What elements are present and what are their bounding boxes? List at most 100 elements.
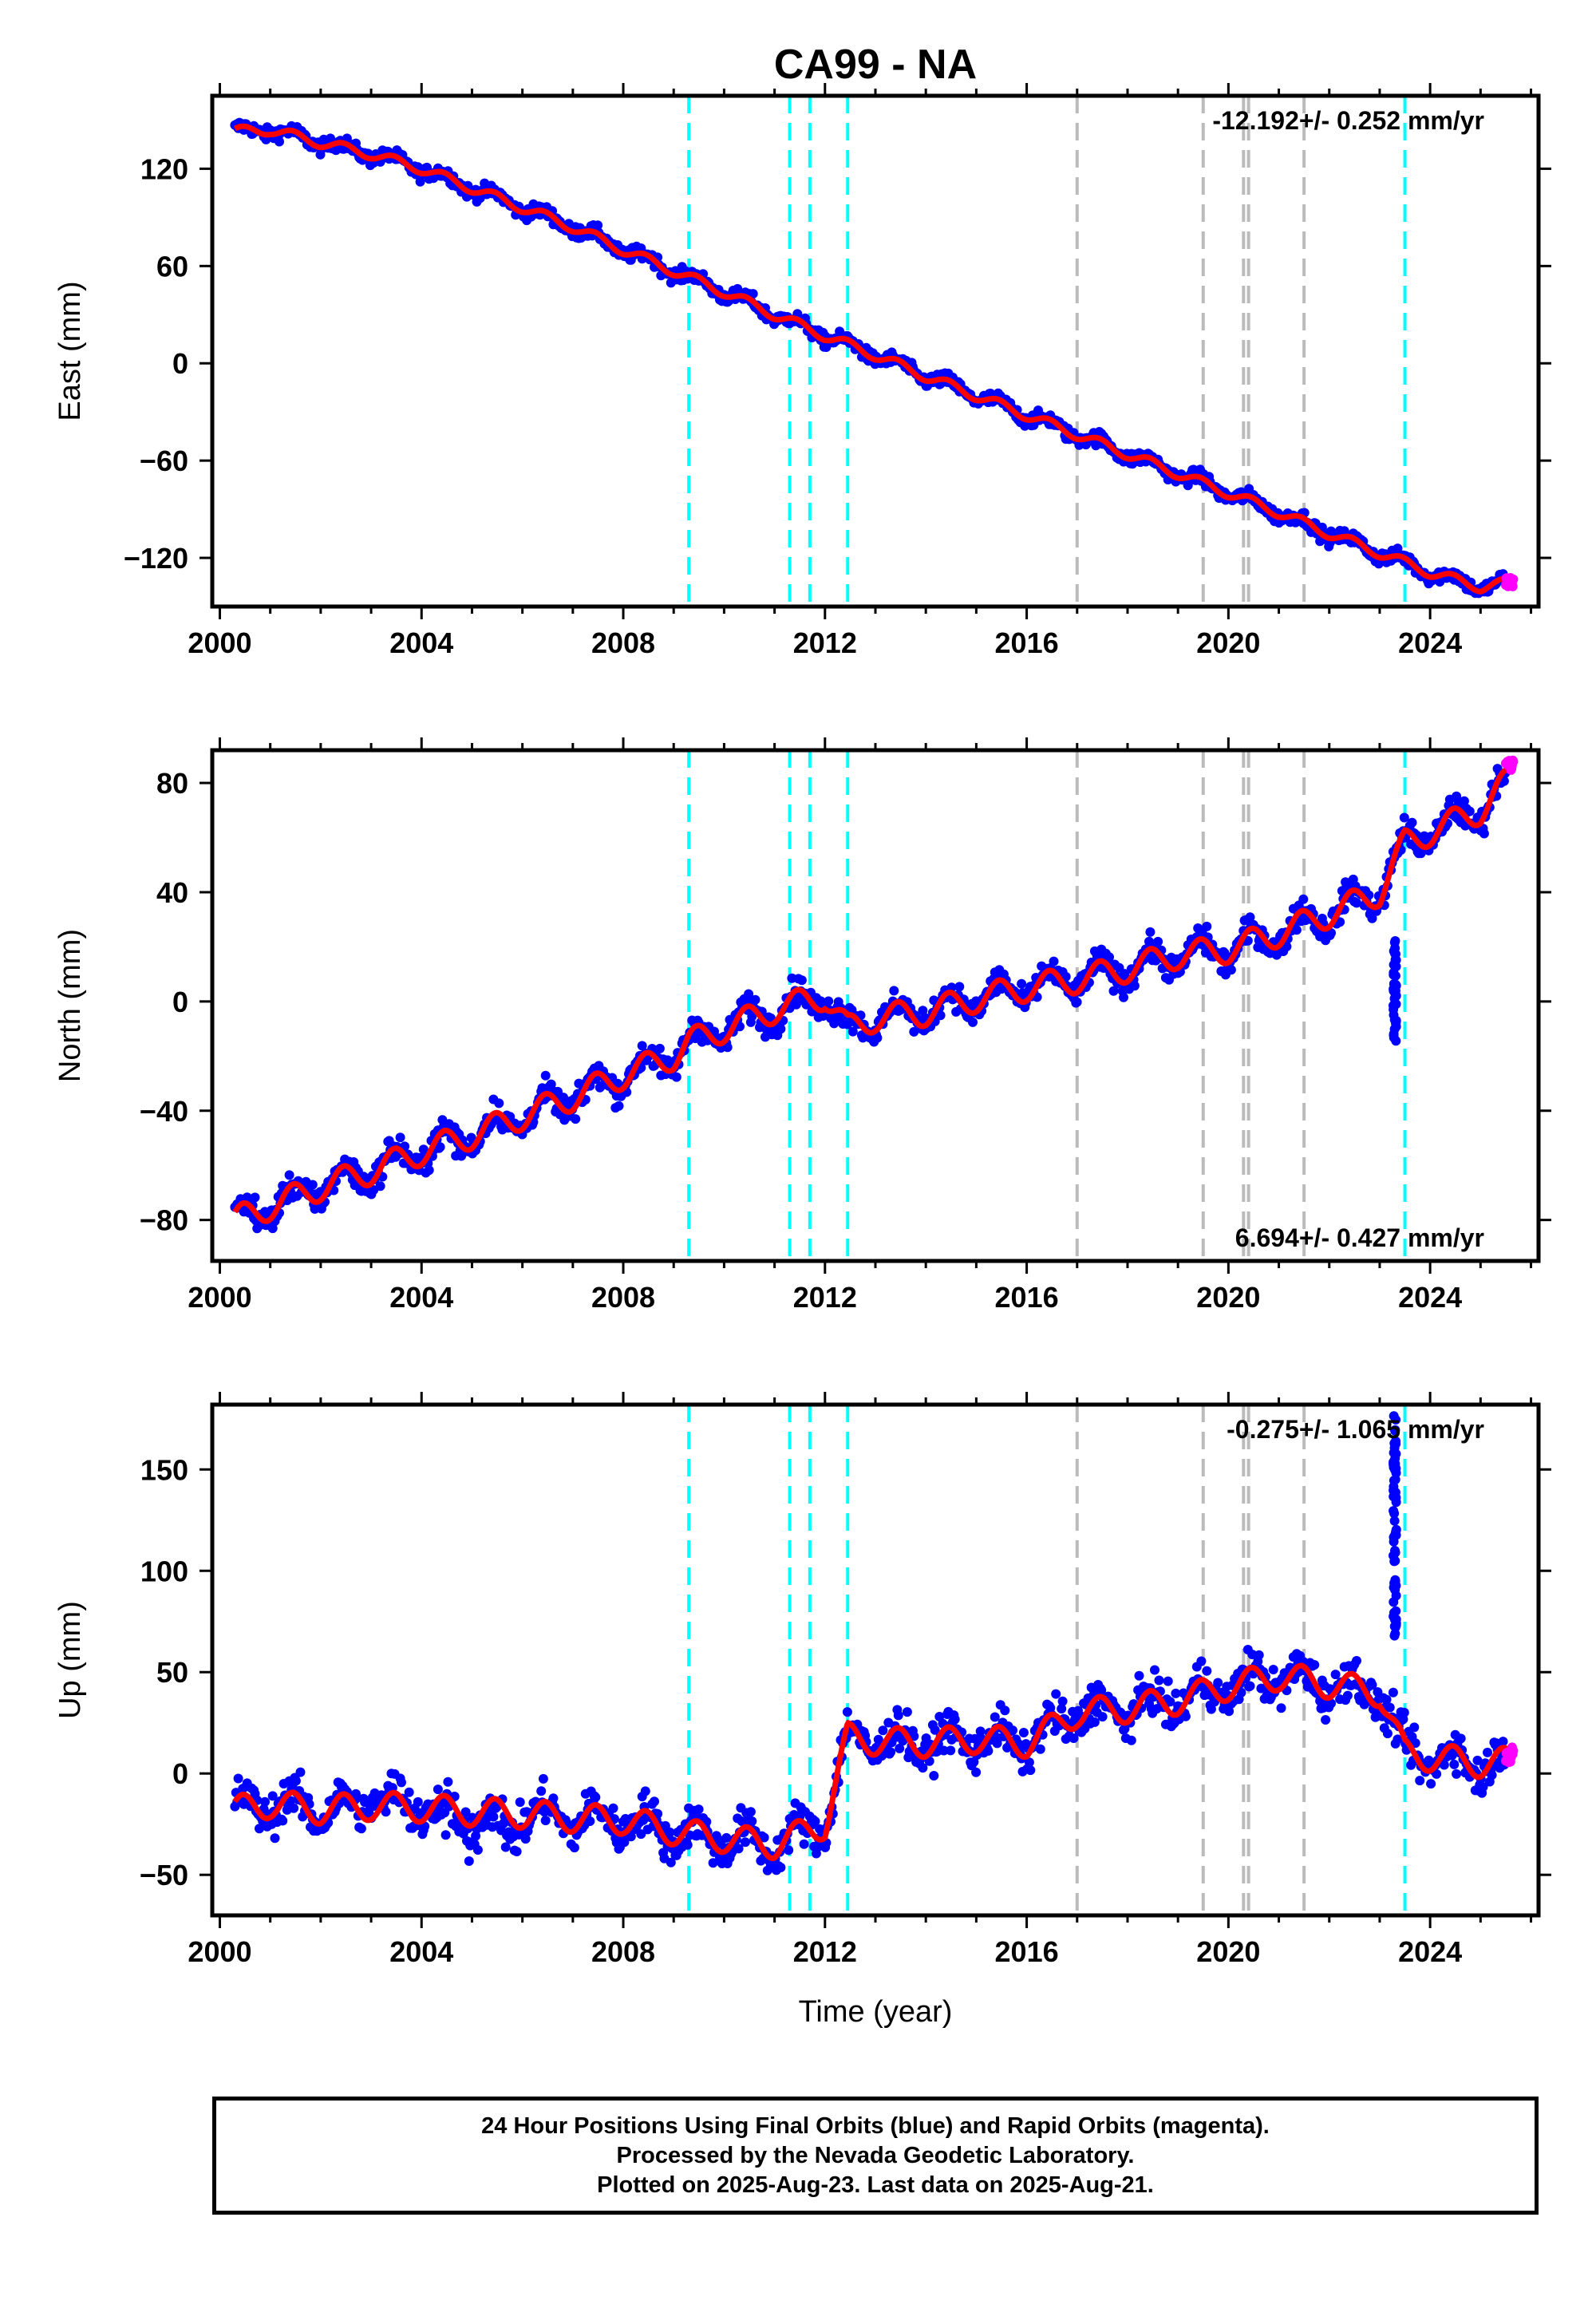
data-point [1282,942,1292,951]
data-point [1153,936,1163,947]
x-tick-label: 2024 [1398,1935,1462,1968]
footer-caption: 24 Hour Positions Using Final Orbits (bl… [212,2097,1539,2215]
data-point [1478,1782,1488,1792]
outlier-point [1389,1516,1400,1526]
y-tick-label: 0 [172,347,188,380]
rapid-orbit-point [1508,757,1519,767]
y-tick-label: 120 [140,152,188,185]
data-point [1399,812,1409,823]
data-point [1089,1717,1100,1727]
data-point [1165,1697,1175,1707]
data-point [930,1725,940,1735]
data-point [275,136,284,147]
data-point [1426,1779,1436,1789]
y-axis-label: North (mm) [53,929,87,1082]
data-point [1213,1678,1223,1688]
data-point [593,220,603,231]
outlier-point [1389,1411,1399,1421]
footer-line-1: 24 Hour Positions Using Final Orbits (bl… [481,2112,1270,2139]
model-fit-line [233,123,1512,595]
x-tick-label: 2000 [188,626,251,659]
data-point [1108,986,1119,996]
data-point [1097,1712,1108,1722]
y-tick-label: 60 [156,250,188,283]
data-point [585,1816,595,1826]
data-point [909,1026,919,1037]
data-point [1456,1733,1466,1744]
outlier-point [1389,1506,1399,1516]
data-point [918,1763,928,1773]
data-point [938,1745,949,1756]
data-point [990,1712,1000,1722]
panel-north: 2000 2004 2008 2012 2016 2020 2024 −80 −40 0 40 80 N… [53,737,1551,1314]
data-point [260,1796,270,1807]
data-point [1154,1675,1164,1686]
data-point [1291,925,1302,935]
data-point [693,1804,704,1815]
data-point [872,1033,883,1043]
data-point [1464,806,1475,816]
data-point [847,1026,858,1037]
data-point [1276,1703,1286,1713]
data-point [290,1776,301,1786]
data-point [1024,1757,1034,1768]
data-point [443,1777,453,1787]
data-point [546,1079,556,1089]
outlier-point [1390,970,1400,981]
outlier-point [1389,1578,1400,1588]
data-point [1399,1707,1409,1717]
data-point [971,1767,982,1777]
y-tick-label: −120 [124,542,188,575]
outlier-point [1391,1591,1401,1601]
data-point [1236,1687,1246,1697]
data-point [1342,1690,1353,1701]
rate-annotation: -12.192+/- 0.252 mm/yr [1212,106,1484,135]
y-tick-label: 0 [172,1757,188,1790]
data-point [233,1773,243,1784]
data-point [895,1743,905,1753]
data-point [1393,543,1403,554]
data-point [1018,1728,1029,1737]
data-point [270,1833,280,1844]
data-point [1206,1704,1216,1714]
outlier-point [1389,1532,1399,1543]
y-tick-label: 40 [156,876,188,909]
outlier-point [1391,1022,1401,1032]
data-point [950,1714,960,1725]
data-point [776,1863,786,1872]
y-tick-label: 80 [156,767,188,800]
data-point [654,1043,665,1053]
data-point [722,1042,733,1053]
data-point [1352,1656,1361,1666]
footer-line-2: Processed by the Nevada Geodetic Laborat… [616,2142,1135,2168]
y-tick-label: −80 [140,1204,188,1237]
data-point [1057,1696,1068,1706]
data-point [608,1803,618,1813]
y-tick-label: −40 [140,1095,188,1128]
data-point [520,1834,531,1844]
x-tick-label: 2000 [188,1281,251,1314]
data-point [650,1796,659,1807]
outlier-point [1391,1439,1401,1449]
outlier-point [1391,949,1400,959]
data-point [759,1832,769,1843]
x-tick-label: 2012 [793,1281,857,1314]
data-point [1150,1665,1159,1675]
data-point [418,1144,429,1155]
data-point [929,995,939,1006]
data-point [1330,1670,1341,1680]
data-point [536,1786,547,1796]
data-point [619,1837,630,1848]
footer-line-3: Plotted on 2025-Aug-23. Last data on 202… [597,2172,1154,2198]
y-tick-label: 50 [156,1656,188,1689]
data-point [1202,1666,1212,1676]
data-point [824,996,834,1006]
model-fit-line [232,1662,1513,1862]
data-point [267,1223,278,1234]
rate-annotation: -0.275+/- 1.065 mm/yr [1227,1415,1484,1444]
data-point [776,1024,786,1034]
data-point [1049,956,1059,966]
data-point [1245,1681,1255,1691]
data-point [666,1857,676,1867]
data-point [784,1845,794,1856]
